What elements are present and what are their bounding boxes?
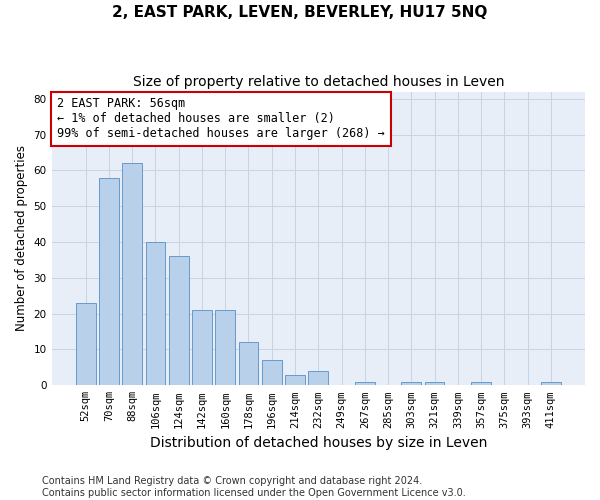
Bar bbox=[146, 242, 166, 386]
Bar bbox=[425, 382, 445, 386]
Text: 2, EAST PARK, LEVEN, BEVERLEY, HU17 5NQ: 2, EAST PARK, LEVEN, BEVERLEY, HU17 5NQ bbox=[112, 5, 488, 20]
Y-axis label: Number of detached properties: Number of detached properties bbox=[15, 146, 28, 332]
Bar bbox=[215, 310, 235, 386]
Bar bbox=[76, 303, 95, 386]
X-axis label: Distribution of detached houses by size in Leven: Distribution of detached houses by size … bbox=[149, 436, 487, 450]
Bar bbox=[308, 371, 328, 386]
Bar bbox=[239, 342, 259, 386]
Bar bbox=[541, 382, 561, 386]
Bar bbox=[192, 310, 212, 386]
Bar bbox=[401, 382, 421, 386]
Bar bbox=[99, 178, 119, 386]
Text: Contains HM Land Registry data © Crown copyright and database right 2024.
Contai: Contains HM Land Registry data © Crown c… bbox=[42, 476, 466, 498]
Text: 2 EAST PARK: 56sqm
← 1% of detached houses are smaller (2)
99% of semi-detached : 2 EAST PARK: 56sqm ← 1% of detached hous… bbox=[57, 98, 385, 140]
Bar bbox=[122, 163, 142, 386]
Bar bbox=[355, 382, 374, 386]
Bar bbox=[169, 256, 188, 386]
Title: Size of property relative to detached houses in Leven: Size of property relative to detached ho… bbox=[133, 75, 504, 89]
Bar bbox=[471, 382, 491, 386]
Bar bbox=[262, 360, 281, 386]
Bar bbox=[285, 374, 305, 386]
